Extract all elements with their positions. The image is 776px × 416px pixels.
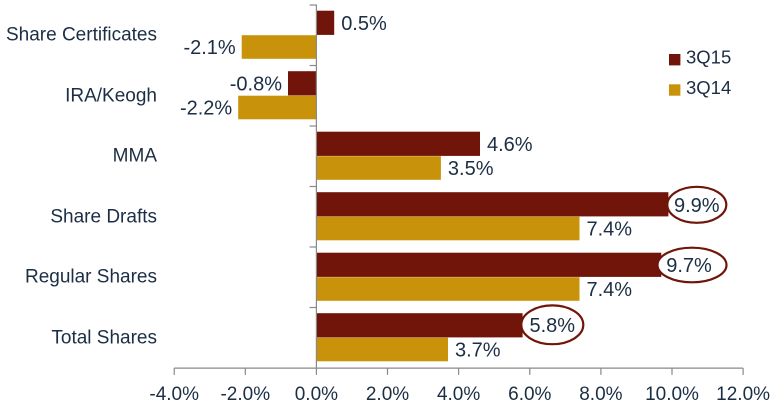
svg-text:Share Certificates: Share Certificates <box>6 25 157 46</box>
svg-text:4.0%: 4.0% <box>437 384 480 405</box>
svg-text:-2.2%: -2.2% <box>180 98 232 120</box>
svg-text:12.0%: 12.0% <box>716 384 770 405</box>
svg-text:0.5%: 0.5% <box>341 13 387 35</box>
svg-text:-2.0%: -2.0% <box>220 384 270 405</box>
svg-text:2.0%: 2.0% <box>366 384 409 405</box>
svg-text:7.4%: 7.4% <box>587 279 633 301</box>
svg-text:IRA/Keogh: IRA/Keogh <box>65 85 157 106</box>
svg-text:-4.0%: -4.0% <box>149 384 199 405</box>
svg-text:4.6%: 4.6% <box>487 134 533 156</box>
svg-text:3.7%: 3.7% <box>455 340 501 362</box>
svg-text:Regular Shares: Regular Shares <box>25 267 157 288</box>
svg-text:3Q14: 3Q14 <box>686 77 731 98</box>
svg-text:-0.8%: -0.8% <box>230 73 282 95</box>
svg-text:6.0%: 6.0% <box>508 384 551 405</box>
svg-text:3.5%: 3.5% <box>448 158 494 180</box>
svg-text:-2.1%: -2.1% <box>183 37 235 59</box>
svg-text:10.0%: 10.0% <box>645 384 699 405</box>
svg-text:3Q15: 3Q15 <box>686 47 731 68</box>
svg-text:9.7%: 9.7% <box>666 255 712 277</box>
svg-text:Total Shares: Total Shares <box>51 327 157 348</box>
svg-text:0.0%: 0.0% <box>295 384 338 405</box>
svg-text:7.4%: 7.4% <box>587 219 633 241</box>
svg-text:Share Drafts: Share Drafts <box>50 206 157 227</box>
svg-text:9.9%: 9.9% <box>674 195 720 217</box>
svg-text:MMA: MMA <box>113 146 158 167</box>
svg-text:5.8%: 5.8% <box>530 315 576 337</box>
svg-text:8.0%: 8.0% <box>579 384 622 405</box>
